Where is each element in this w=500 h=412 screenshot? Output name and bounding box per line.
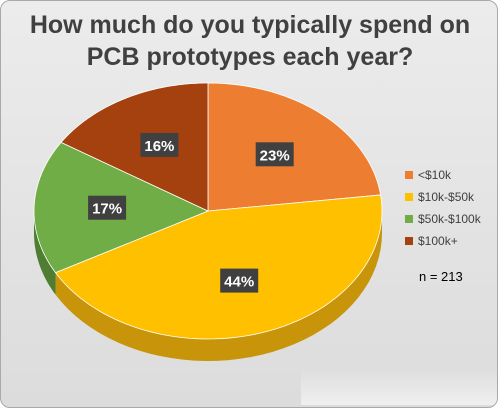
legend-item-3: $100k+ — [405, 231, 481, 250]
legend-label-3: $100k+ — [418, 233, 458, 248]
data-label-0: 23% — [255, 142, 294, 167]
legend-swatch-0 — [405, 170, 413, 179]
legend: <$10k $10k-$50k $50k-$100k $100k+ — [405, 165, 481, 253]
chart-title: How much do you typically spend on PCB p… — [1, 9, 497, 73]
legend-swatch-3 — [405, 236, 413, 245]
legend-label-2: $50k-$100k — [418, 211, 481, 226]
data-label-box-2 — [88, 195, 127, 220]
legend-item-0: <$10k — [405, 165, 481, 184]
data-label-1: 44% — [220, 268, 259, 293]
chart-title-line-1: How much do you typically spend on — [29, 11, 471, 39]
data-label-box-1 — [220, 268, 259, 293]
legend-label-1: $10k-$50k — [418, 189, 475, 204]
reflection-overlay — [301, 367, 497, 405]
data-label-3: 16% — [140, 132, 179, 157]
legend-item-1: $10k-$50k — [405, 187, 481, 206]
legend-label-0: <$10k — [418, 167, 452, 182]
pie-side-2 — [34, 211, 56, 295]
data-label-text-2: 17% — [92, 201, 122, 218]
data-label-2: 17% — [88, 195, 127, 220]
legend-item-2: $50k-$100k — [405, 209, 481, 228]
data-label-box-3 — [140, 132, 179, 157]
legend-swatch-1 — [405, 192, 413, 201]
pie-slice-3 — [60, 82, 209, 212]
chart-title-line-2: PCB prototypes each year? — [86, 43, 414, 71]
sample-size-annotation: n = 213 — [419, 269, 463, 284]
data-label-box-0 — [255, 142, 294, 167]
data-label-text-3: 16% — [144, 138, 174, 155]
pie-side-walls — [34, 211, 383, 361]
legend-swatch-2 — [405, 214, 413, 223]
pie-side-1 — [55, 211, 383, 361]
data-label-text-1: 44% — [224, 274, 254, 291]
data-label-text-0: 23% — [260, 147, 290, 164]
pie-slice-0 — [207, 82, 382, 212]
pie-slice-1 — [54, 194, 383, 340]
